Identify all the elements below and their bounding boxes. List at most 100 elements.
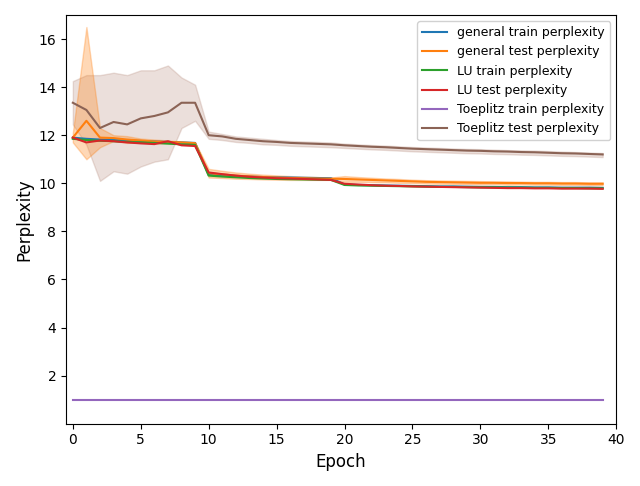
general train perplexity bbox=[205, 172, 212, 178]
Toeplitz train perplexity bbox=[585, 397, 593, 402]
general test perplexity bbox=[436, 179, 444, 185]
general train perplexity bbox=[381, 183, 389, 189]
LU train perplexity bbox=[273, 176, 280, 182]
general train perplexity bbox=[218, 173, 226, 178]
LU train perplexity bbox=[178, 141, 186, 147]
general train perplexity bbox=[109, 137, 117, 143]
LU test perplexity bbox=[259, 174, 267, 180]
LU test perplexity bbox=[463, 185, 470, 191]
Toeplitz train perplexity bbox=[490, 397, 498, 402]
LU test perplexity bbox=[436, 184, 444, 190]
LU test perplexity bbox=[96, 138, 104, 143]
LU train perplexity bbox=[137, 139, 145, 145]
general test perplexity bbox=[355, 176, 362, 182]
Toeplitz train perplexity bbox=[137, 397, 145, 402]
Toeplitz train perplexity bbox=[246, 397, 253, 402]
Legend: general train perplexity, general test perplexity, LU train perplexity, LU test : general train perplexity, general test p… bbox=[417, 21, 610, 140]
Line: Toeplitz test perplexity: Toeplitz test perplexity bbox=[73, 103, 603, 155]
Toeplitz test perplexity bbox=[69, 100, 77, 105]
general test perplexity bbox=[572, 181, 579, 187]
general test perplexity bbox=[340, 176, 348, 182]
general train perplexity bbox=[545, 185, 552, 191]
LU test perplexity bbox=[355, 182, 362, 188]
X-axis label: Epoch: Epoch bbox=[316, 453, 367, 471]
Toeplitz test perplexity bbox=[96, 125, 104, 131]
Toeplitz train perplexity bbox=[191, 397, 199, 402]
general test perplexity bbox=[314, 175, 321, 181]
Toeplitz test perplexity bbox=[259, 139, 267, 144]
general train perplexity bbox=[504, 184, 511, 190]
general test perplexity bbox=[517, 180, 525, 186]
general test perplexity bbox=[96, 135, 104, 140]
general test perplexity bbox=[449, 179, 457, 185]
LU train perplexity bbox=[300, 176, 308, 182]
general train perplexity bbox=[232, 173, 240, 179]
Toeplitz test perplexity bbox=[300, 140, 308, 146]
LU test perplexity bbox=[69, 135, 77, 140]
Toeplitz test perplexity bbox=[449, 147, 457, 153]
Toeplitz test perplexity bbox=[178, 100, 186, 105]
general test perplexity bbox=[585, 181, 593, 187]
Toeplitz train perplexity bbox=[381, 397, 389, 402]
general test perplexity bbox=[422, 179, 430, 185]
LU test perplexity bbox=[150, 141, 158, 147]
Toeplitz test perplexity bbox=[477, 148, 484, 154]
LU train perplexity bbox=[96, 138, 104, 144]
general train perplexity bbox=[572, 185, 579, 191]
general test perplexity bbox=[69, 135, 77, 140]
LU train perplexity bbox=[164, 141, 172, 147]
Toeplitz train perplexity bbox=[558, 397, 566, 402]
Toeplitz train perplexity bbox=[504, 397, 511, 402]
LU train perplexity bbox=[355, 183, 362, 189]
Toeplitz train perplexity bbox=[572, 397, 579, 402]
LU test perplexity bbox=[572, 186, 579, 191]
Toeplitz train perplexity bbox=[273, 397, 280, 402]
LU test perplexity bbox=[273, 175, 280, 181]
Line: general train perplexity: general train perplexity bbox=[73, 138, 603, 188]
general train perplexity bbox=[463, 184, 470, 190]
LU train perplexity bbox=[259, 175, 267, 181]
LU test perplexity bbox=[300, 176, 308, 182]
Toeplitz test perplexity bbox=[572, 151, 579, 156]
Toeplitz train perplexity bbox=[531, 397, 539, 402]
LU train perplexity bbox=[327, 177, 335, 183]
LU train perplexity bbox=[191, 142, 199, 148]
LU train perplexity bbox=[83, 137, 90, 143]
general train perplexity bbox=[517, 184, 525, 190]
Toeplitz test perplexity bbox=[232, 136, 240, 142]
general train perplexity bbox=[83, 136, 90, 142]
LU test perplexity bbox=[477, 185, 484, 191]
Toeplitz train perplexity bbox=[69, 397, 77, 402]
general test perplexity bbox=[599, 181, 607, 187]
general train perplexity bbox=[449, 184, 457, 190]
general test perplexity bbox=[124, 137, 131, 142]
Toeplitz test perplexity bbox=[218, 134, 226, 139]
general test perplexity bbox=[463, 180, 470, 186]
LU train perplexity bbox=[205, 173, 212, 178]
Toeplitz test perplexity bbox=[531, 149, 539, 155]
general train perplexity bbox=[300, 175, 308, 181]
LU train perplexity bbox=[109, 139, 117, 144]
Toeplitz train perplexity bbox=[150, 397, 158, 402]
general train perplexity bbox=[531, 185, 539, 191]
general train perplexity bbox=[137, 138, 145, 144]
Toeplitz train perplexity bbox=[422, 397, 430, 402]
general train perplexity bbox=[259, 174, 267, 180]
Toeplitz test perplexity bbox=[164, 109, 172, 115]
LU train perplexity bbox=[504, 185, 511, 191]
general train perplexity bbox=[340, 182, 348, 188]
Toeplitz test perplexity bbox=[286, 140, 294, 146]
Toeplitz train perplexity bbox=[96, 397, 104, 402]
Toeplitz train perplexity bbox=[436, 397, 444, 402]
general train perplexity bbox=[477, 184, 484, 190]
Toeplitz train perplexity bbox=[164, 397, 172, 402]
LU test perplexity bbox=[178, 142, 186, 148]
general train perplexity bbox=[191, 140, 199, 146]
LU test perplexity bbox=[124, 139, 131, 145]
LU train perplexity bbox=[246, 175, 253, 181]
Toeplitz test perplexity bbox=[314, 141, 321, 147]
LU test perplexity bbox=[504, 185, 511, 191]
LU train perplexity bbox=[395, 183, 403, 189]
LU test perplexity bbox=[327, 177, 335, 183]
Toeplitz train perplexity bbox=[232, 397, 240, 402]
